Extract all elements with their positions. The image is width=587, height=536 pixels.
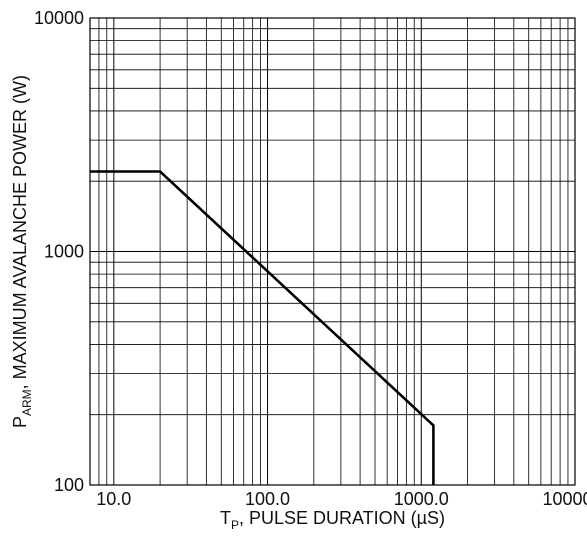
x-axis-title-main: T [220,508,231,528]
x-tick-label: 1000.0 [394,489,449,509]
y-tick-label: 10000 [34,8,84,28]
y-tick-label: 1000 [44,242,84,262]
series-layer [90,170,435,485]
y-axis-title-subscript: ARM [20,389,34,416]
series-line [90,170,435,485]
x-axis-title: TP, PULSE DURATION (µS) [220,508,445,532]
x-tick-label: 10.0 [96,489,131,509]
y-tick-label: 100 [54,475,84,495]
y-axis-title-main: P [10,416,30,428]
x-tick-label: 10000.0 [542,489,587,509]
y-axis-title-rest: , MAXIMUM AVALANCHE POWER (W) [10,75,30,389]
x-axis-title-subscript: P [231,518,239,532]
x-axis-title-rest: , PULSE DURATION (µS) [239,508,445,528]
grid-layer [90,18,575,485]
y-axis-title: PARM, MAXIMUM AVALANCHE POWER (W) [10,75,34,428]
plot-frame [89,17,576,486]
tick-label-layer: 10.0 100.0 1000.0 10000.0 100 1000 10000 [34,8,587,509]
x-tick-label: 100.0 [245,489,290,509]
